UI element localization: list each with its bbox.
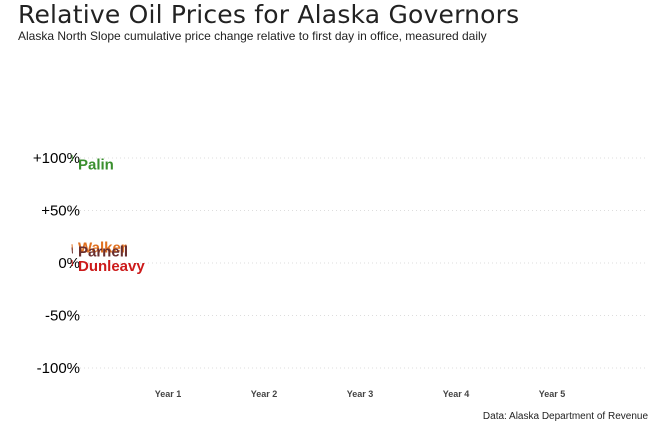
chart-subtitle: Alaska North Slope cumulative price chan…: [18, 29, 487, 43]
series-label: Walker: [78, 239, 127, 256]
x-tick-label: Year 5: [539, 389, 566, 399]
series-lines: [71, 154, 73, 267]
series-line: [71, 247, 73, 254]
series-line: [71, 259, 73, 267]
series-label: Palin: [78, 156, 114, 173]
y-tick-labels: +100% +50% 0% -50% -100%: [33, 150, 80, 377]
chart-caption: Data: Alaska Department of Revenue: [482, 411, 648, 422]
x-tick-label: Year 1: [155, 389, 182, 399]
series-label: Dunleavy: [78, 258, 145, 275]
chart-title: Relative Oil Prices for Alaska Governors: [18, 0, 520, 29]
x-tick-label: Year 3: [347, 389, 374, 399]
y-tick-label: +50%: [41, 203, 80, 220]
x-tick-label: Year 4: [443, 389, 470, 399]
series-label: Parnell: [78, 243, 128, 260]
gridlines: [72, 157, 648, 369]
y-tick-label: -100%: [37, 360, 80, 377]
y-tick-label: -50%: [45, 308, 80, 325]
y-tick-label: 0%: [58, 255, 80, 272]
x-tick-labels: Year 1 Year 2 Year 3 Year 4 Year 5: [155, 389, 566, 399]
y-tick-label: +100%: [33, 150, 80, 167]
x-tick-label: Year 2: [251, 389, 278, 399]
series-line: [71, 154, 73, 162]
